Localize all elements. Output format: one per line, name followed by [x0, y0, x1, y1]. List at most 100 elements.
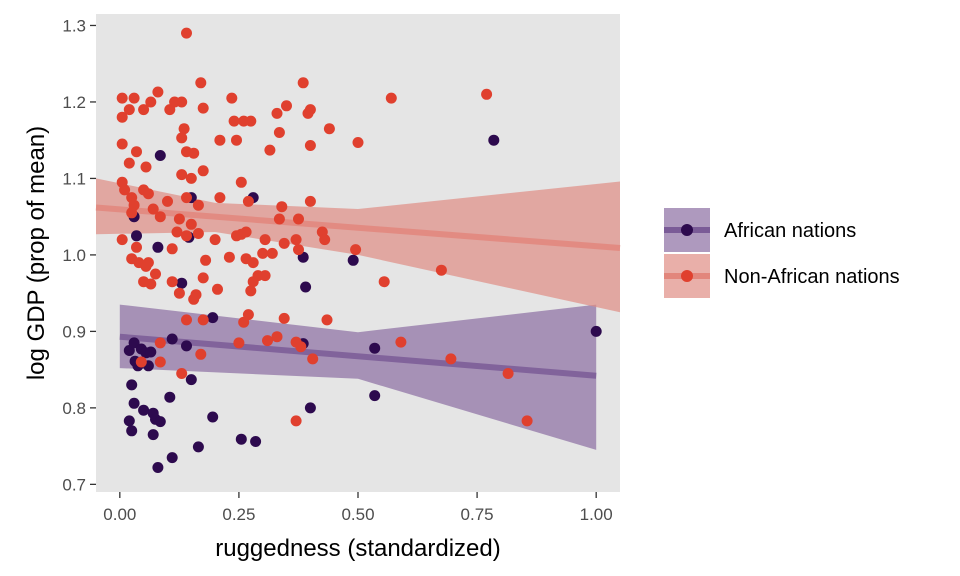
data-point-1-13	[138, 104, 150, 116]
x-tick-label-0: 0.00	[103, 505, 136, 524]
data-point-1-39	[176, 169, 188, 181]
data-point-1-3	[385, 92, 397, 104]
data-points	[116, 27, 602, 473]
data-point-0-44	[152, 462, 164, 473]
data-point-1-27	[116, 138, 128, 150]
y-tick-label-2: 0.9	[62, 322, 86, 341]
data-point-1-2	[297, 77, 309, 89]
data-point-1-58	[154, 211, 166, 223]
data-point-1-16	[281, 100, 292, 112]
data-point-0-42	[250, 436, 262, 447]
data-point-1-106	[197, 314, 209, 326]
data-point-1-40	[185, 172, 197, 184]
data-point-1-50	[192, 199, 204, 211]
data-point-1-28	[131, 146, 142, 158]
data-point-0-35	[123, 415, 135, 427]
data-point-1-120	[135, 356, 147, 368]
data-point-1-111	[271, 331, 283, 343]
data-point-1-87	[266, 247, 278, 259]
y-axis-title: log GDP (prop of mean)	[23, 126, 50, 380]
data-point-1-116	[395, 336, 407, 348]
x-axis: 0.00 0.25 0.50 0.75 1.00	[103, 492, 613, 524]
data-point-1-62	[293, 213, 304, 225]
data-point-1-56	[126, 207, 138, 219]
data-point-1-113	[233, 337, 245, 349]
data-point-1-121	[154, 356, 166, 368]
legend: African nations Non-African nations	[664, 208, 900, 298]
y-tick-label-4: 1.1	[62, 169, 86, 188]
data-point-1-76	[131, 241, 142, 253]
data-point-1-96	[197, 272, 209, 284]
data-point-1-99	[435, 264, 447, 276]
data-point-1-119	[307, 353, 319, 365]
data-point-0-12	[207, 312, 219, 324]
data-point-1-92	[259, 270, 271, 282]
data-point-1-118	[195, 348, 207, 360]
data-point-1-110	[321, 314, 333, 326]
x-tick-label-4: 1.00	[580, 505, 613, 524]
data-point-1-94	[145, 278, 157, 290]
data-point-1-64	[171, 226, 183, 238]
data-point-1-100	[173, 287, 185, 299]
data-point-0-0	[154, 150, 166, 161]
data-point-1-14	[197, 102, 209, 114]
data-point-1-60	[185, 218, 197, 230]
data-point-1-37	[123, 157, 135, 169]
data-point-0-41	[235, 433, 247, 445]
data-point-1-126	[521, 415, 533, 427]
fit-line-0	[119, 333, 597, 379]
data-point-1-5	[116, 92, 128, 104]
data-point-1-21	[245, 115, 257, 127]
data-point-0-6	[152, 241, 164, 253]
data-point-1-15	[226, 92, 238, 104]
data-point-1-52	[242, 195, 254, 207]
y-axis: 0.7 0.8 0.9 1.0 1.1 1.2 1.3	[62, 16, 96, 494]
data-point-1-0	[181, 27, 192, 39]
data-point-0-28	[128, 397, 140, 409]
data-point-1-23	[302, 107, 314, 119]
data-point-1-48	[162, 195, 173, 207]
data-point-1-75	[319, 234, 331, 246]
data-point-1-59	[173, 213, 185, 225]
data-point-1-12	[123, 104, 135, 116]
data-point-1-47	[142, 188, 154, 200]
data-point-0-9	[347, 254, 359, 266]
x-tick-label-3: 0.75	[461, 505, 494, 524]
data-point-1-61	[273, 213, 285, 225]
data-point-1-36	[264, 144, 276, 156]
data-point-1-122	[445, 353, 457, 365]
data-point-1-44	[119, 184, 131, 196]
data-point-0-22	[369, 342, 381, 354]
data-point-1-10	[176, 96, 188, 108]
data-point-1-115	[295, 341, 307, 353]
data-point-1-90	[150, 268, 161, 280]
data-point-1-124	[502, 368, 514, 379]
data-point-1-42	[235, 176, 247, 188]
data-point-0-10	[176, 277, 188, 289]
data-point-1-22	[271, 107, 283, 119]
data-point-1-51	[214, 192, 226, 204]
y-tick-label-0: 0.7	[62, 475, 86, 494]
data-point-1-70	[240, 226, 252, 238]
data-point-1-81	[142, 257, 154, 269]
data-point-1-29	[176, 132, 188, 144]
data-point-1-73	[290, 234, 302, 246]
data-point-0-34	[207, 411, 219, 423]
data-point-1-123	[176, 368, 188, 379]
data-point-1-38	[140, 161, 152, 173]
data-point-1-8	[152, 86, 164, 98]
data-point-1-6	[128, 92, 140, 104]
data-point-1-109	[278, 312, 290, 324]
legend-label-african: African nations	[724, 220, 856, 242]
data-point-1-95	[166, 276, 178, 288]
y-tick-label-6: 1.3	[62, 16, 86, 35]
data-point-1-66	[192, 228, 204, 239]
data-point-1-35	[188, 147, 200, 159]
x-tick-label-2: 0.50	[341, 505, 374, 524]
data-point-0-33	[369, 390, 381, 402]
legend-dot-african	[681, 224, 693, 236]
data-point-1-72	[278, 237, 290, 249]
data-point-1-125	[290, 415, 302, 427]
x-tick-label-1: 0.25	[222, 505, 255, 524]
